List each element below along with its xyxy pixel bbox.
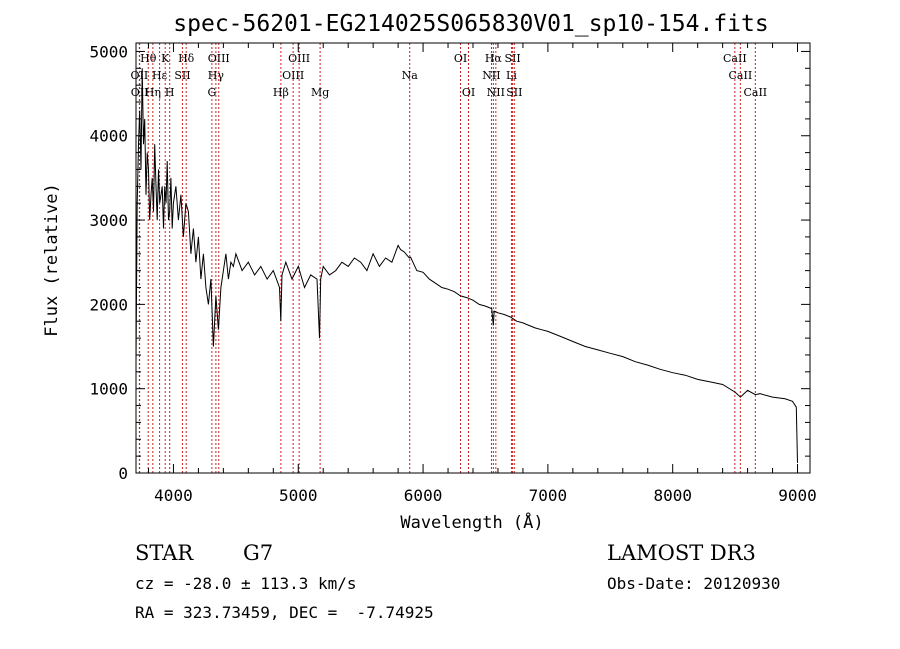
- y-tick-label: 2000: [89, 295, 128, 314]
- line-label: CaII: [723, 52, 747, 65]
- line-label: K: [161, 52, 170, 65]
- x-tick-label: 9000: [778, 486, 817, 505]
- x-tick-label: 7000: [529, 486, 568, 505]
- y-tick-label: 1000: [89, 380, 128, 399]
- line-label: Hδ: [178, 52, 195, 65]
- line-label: G: [207, 86, 216, 99]
- line-label: SII: [506, 86, 522, 99]
- line-label: Mg: [311, 86, 329, 99]
- object-class: STAR: [135, 541, 194, 565]
- line-label: SII: [174, 69, 190, 82]
- line-label: NII: [482, 69, 500, 82]
- line-label: CaII: [743, 86, 767, 99]
- line-label: OII: [131, 69, 149, 82]
- line-label: Hα: [485, 52, 503, 65]
- y-tick-label: 5000: [89, 42, 128, 61]
- line-label: H: [165, 86, 175, 99]
- redshift-velocity: cz = -28.0 ± 113.3 km/s: [135, 574, 357, 593]
- line-label: OII: [131, 86, 149, 99]
- line-label: Hη: [145, 86, 161, 99]
- line-label: Hγ: [208, 69, 225, 82]
- y-tick-label: 4000: [89, 127, 128, 146]
- line-label: Li: [506, 69, 517, 82]
- x-tick-label: 8000: [653, 486, 692, 505]
- emission-line-markers: [138, 43, 756, 473]
- x-tick-label: 6000: [404, 486, 443, 505]
- spectrum-line: [135, 68, 798, 463]
- x-tick-label: 4000: [154, 486, 193, 505]
- line-label: OI: [462, 86, 475, 99]
- line-label: OIII: [208, 52, 230, 65]
- x-axis-label: Wavelength (Å): [400, 511, 543, 533]
- coordinates: RA = 323.73459, DEC = -7.74925: [135, 603, 434, 622]
- observation-date: Obs-Date: 20120930: [607, 574, 781, 593]
- line-label: CaII: [729, 69, 753, 82]
- survey-name: LAMOST DR3: [607, 541, 756, 565]
- y-axis-label: Flux (relative): [42, 183, 62, 337]
- line-label: OIII: [282, 69, 304, 82]
- line-label: Hθ: [140, 52, 157, 65]
- line-label: OI: [454, 52, 467, 65]
- object-subclass: G7: [243, 541, 274, 565]
- line-label: Hε: [152, 69, 168, 82]
- x-tick-label: 5000: [279, 486, 318, 505]
- y-tick-label: 0: [118, 464, 128, 483]
- axis-ticks: 4000 5000 6000 7000 8000 9000 0 1000 2000 3000 400…: [89, 42, 816, 505]
- y-tick-label: 3000: [89, 211, 128, 230]
- line-label: NII: [487, 86, 505, 99]
- line-label: Na: [402, 69, 419, 82]
- line-label: Hβ: [273, 86, 289, 99]
- chart-title: spec-56201-EG214025S065830V01_sp10-154.f…: [173, 11, 768, 37]
- line-label: OIII: [288, 52, 310, 65]
- line-label: SII: [504, 52, 520, 65]
